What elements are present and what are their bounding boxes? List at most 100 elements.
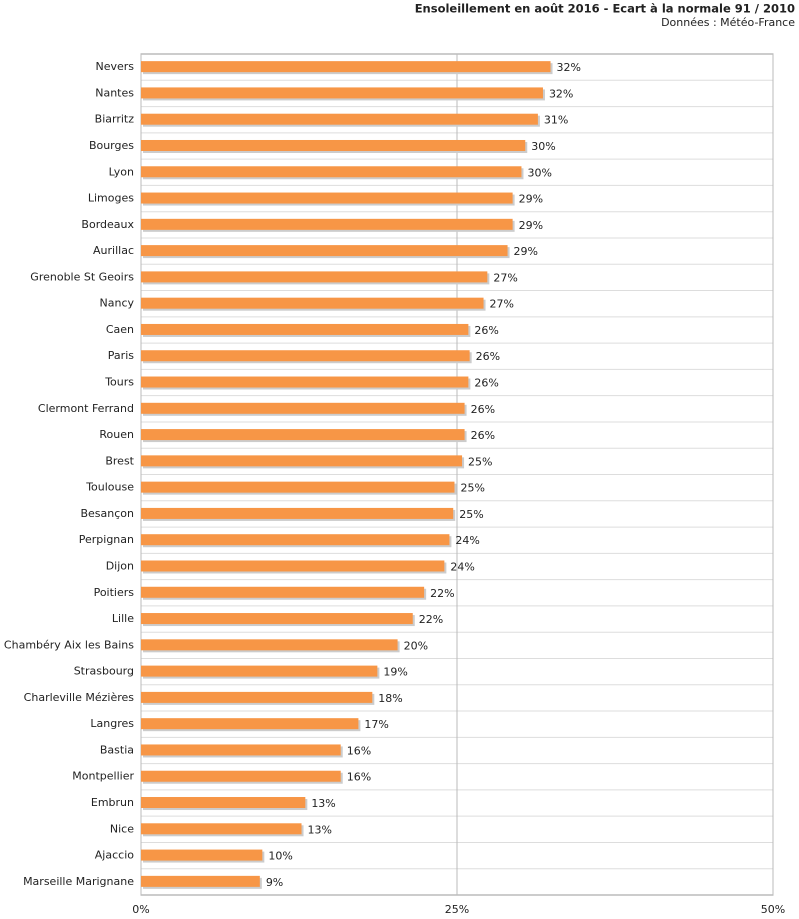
bar xyxy=(141,245,508,257)
bar xyxy=(141,744,341,756)
y-tick-label: Embrun xyxy=(91,796,134,809)
chart-subtitle: Données : Météo-France xyxy=(661,16,795,29)
value-label: 27% xyxy=(490,298,514,311)
value-label: 24% xyxy=(455,534,479,547)
value-label: 26% xyxy=(471,403,495,416)
bar xyxy=(141,507,454,519)
y-tick-label: Langres xyxy=(90,717,134,730)
value-label: 27% xyxy=(493,271,517,284)
bar xyxy=(141,113,538,125)
bar xyxy=(141,87,543,99)
y-tick-label: Grenoble St Geoirs xyxy=(30,270,134,283)
y-tick-label: Brest xyxy=(105,454,134,467)
bar xyxy=(141,61,551,73)
bar xyxy=(141,139,526,151)
y-tick-label: Perpignan xyxy=(79,533,134,546)
y-tick-label: Rouen xyxy=(99,428,134,441)
value-label: 32% xyxy=(549,87,573,100)
value-label: 26% xyxy=(474,377,498,390)
y-tick-label: Nice xyxy=(110,822,134,835)
value-label: 24% xyxy=(450,560,474,573)
bar xyxy=(141,376,469,388)
bar xyxy=(141,429,465,441)
bar xyxy=(141,218,513,230)
y-tick-label: Lille xyxy=(112,612,134,625)
x-tick-label: 50% xyxy=(761,903,785,916)
y-tick-label: Limoges xyxy=(88,192,134,205)
y-tick-label: Bordeaux xyxy=(81,218,134,231)
chart-title: Ensoleillement en août 2016 - Ecart à la… xyxy=(415,2,795,16)
y-tick-label: Toulouse xyxy=(85,481,134,494)
bar xyxy=(141,560,445,572)
bar xyxy=(141,166,522,178)
value-label: 10% xyxy=(268,850,292,863)
value-label: 30% xyxy=(527,166,551,179)
bar xyxy=(141,639,398,651)
y-tick-label: Montpellier xyxy=(72,770,134,783)
value-label: 13% xyxy=(308,823,332,836)
value-label: 18% xyxy=(378,692,402,705)
y-tick-label: Bastia xyxy=(100,743,134,756)
value-label: 29% xyxy=(514,245,538,258)
value-label: 13% xyxy=(311,797,335,810)
y-tick-label: Besançon xyxy=(80,507,134,520)
value-label: 20% xyxy=(404,639,428,652)
bar xyxy=(141,402,465,414)
y-tick-label: Chambéry Aix les Bains xyxy=(4,638,134,651)
y-tick-label: Charleville Mézières xyxy=(24,691,135,704)
y-tick-label: Nantes xyxy=(95,86,134,99)
bar xyxy=(141,192,513,204)
value-label: 26% xyxy=(474,324,498,337)
y-tick-label: Caen xyxy=(106,323,134,336)
value-label: 31% xyxy=(544,114,568,127)
bar xyxy=(141,770,341,782)
value-label: 30% xyxy=(531,140,555,153)
bar xyxy=(141,665,378,677)
bar xyxy=(141,797,306,809)
bar xyxy=(141,691,373,703)
y-tick-label: Aurillac xyxy=(93,244,134,257)
value-label: 25% xyxy=(459,508,483,521)
bar xyxy=(141,271,488,283)
value-label: 22% xyxy=(430,587,454,600)
y-tick-label: Strasbourg xyxy=(74,665,134,678)
bar xyxy=(141,718,359,730)
value-label: 26% xyxy=(476,350,500,363)
value-label: 29% xyxy=(519,193,543,206)
value-label: 25% xyxy=(460,482,484,495)
y-tick-label: Tours xyxy=(104,376,134,389)
y-tick-label: Paris xyxy=(108,349,134,362)
bar xyxy=(141,586,425,598)
y-tick-label: Clermont Ferrand xyxy=(38,402,134,415)
bar xyxy=(141,849,263,861)
bar xyxy=(141,875,260,887)
y-tick-label: Nancy xyxy=(100,297,135,310)
bar xyxy=(141,481,455,493)
value-label: 9% xyxy=(266,876,283,889)
value-label: 17% xyxy=(364,718,388,731)
bar xyxy=(141,613,413,625)
y-tick-label: Marseille Marignane xyxy=(23,875,134,888)
bar xyxy=(141,350,470,362)
x-tick-label: 25% xyxy=(445,903,469,916)
value-label: 29% xyxy=(519,219,543,232)
y-tick-label: Lyon xyxy=(109,165,134,178)
value-label: 16% xyxy=(347,771,371,784)
y-tick-label: Poitiers xyxy=(94,586,135,599)
y-tick-label: Biarritz xyxy=(95,113,135,126)
y-tick-label: Dijon xyxy=(106,559,134,572)
y-tick-label: Nevers xyxy=(95,60,134,73)
value-label: 26% xyxy=(471,429,495,442)
value-label: 32% xyxy=(557,61,581,74)
value-label: 16% xyxy=(347,744,371,757)
bar xyxy=(141,455,463,467)
bar xyxy=(141,823,302,835)
bar xyxy=(141,323,469,335)
bar xyxy=(141,534,450,546)
value-label: 25% xyxy=(468,455,492,468)
bar xyxy=(141,297,484,309)
value-label: 22% xyxy=(419,613,443,626)
y-tick-label: Bourges xyxy=(89,139,134,152)
y-tick-label: Ajaccio xyxy=(95,849,134,862)
